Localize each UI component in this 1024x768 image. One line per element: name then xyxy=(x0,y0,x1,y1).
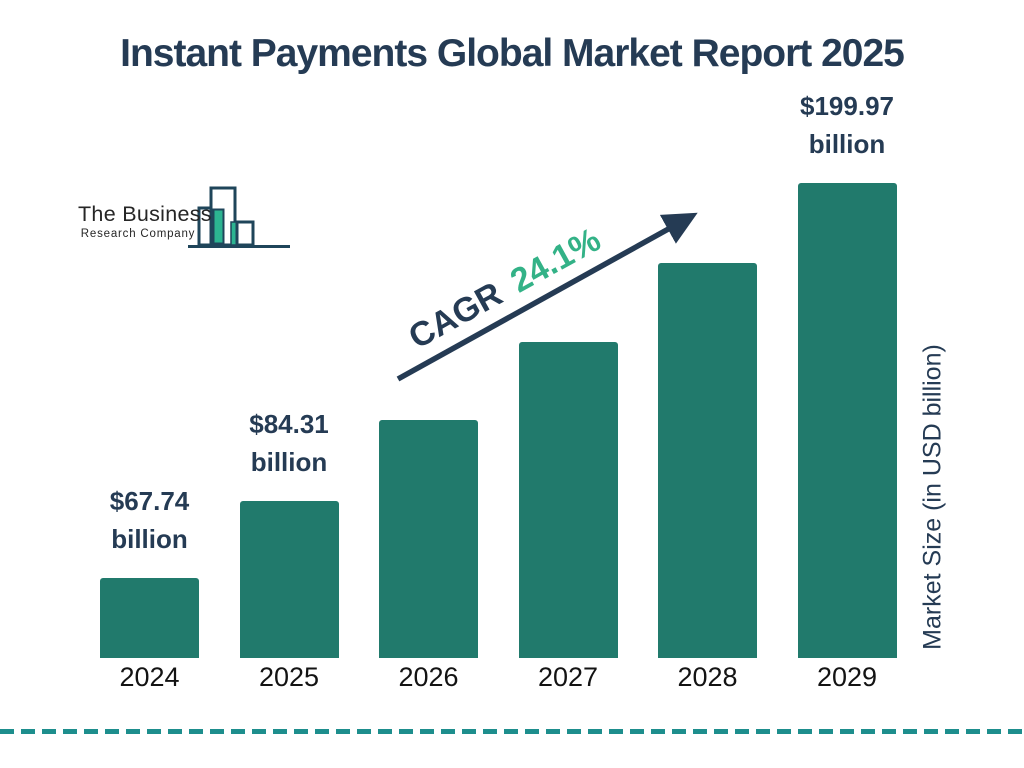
value-amount: $199.97 xyxy=(800,91,894,121)
value-label-2024: $67.74 billion xyxy=(69,482,230,558)
logo-bars-icon xyxy=(188,186,290,248)
bottom-dashed-divider xyxy=(0,729,1024,734)
value-label-2025: $84.31 billion xyxy=(209,405,370,481)
y-axis-label: Market Size (in USD billion) xyxy=(918,344,947,650)
bar-2025 xyxy=(239,501,339,658)
logo-line2: Research Company xyxy=(80,228,196,240)
value-label-2029: $199.97 billion xyxy=(767,87,928,163)
x-axis-label-2025: 2025 xyxy=(258,662,320,692)
x-axis-label-2027: 2027 xyxy=(537,662,599,692)
bar-2026 xyxy=(379,420,478,658)
value-amount: $84.31 xyxy=(249,409,329,439)
value-unit: billion xyxy=(808,129,886,159)
logo-line1: The Business xyxy=(78,202,212,226)
chart-title: Instant Payments Global Market Report 20… xyxy=(120,32,905,75)
logo-text: The Business Research Company xyxy=(78,202,212,240)
bar-2027 xyxy=(518,342,618,658)
cagr-label: CAGR xyxy=(402,274,509,357)
cagr-value: 24.1% xyxy=(504,220,607,301)
cagr-annotation: CAGR24.1% xyxy=(403,221,608,358)
x-axis-label-2026: 2026 xyxy=(398,662,459,692)
value-unit: billion xyxy=(111,524,188,554)
bar-2029 xyxy=(797,183,897,658)
x-axis-label-2029: 2029 xyxy=(816,662,878,692)
bar-2028 xyxy=(658,263,757,658)
bar-2024 xyxy=(100,578,199,658)
x-axis-label-2024: 2024 xyxy=(119,662,180,692)
brand-logo: The Business Research Company xyxy=(78,176,308,256)
x-axis-label-2028: 2028 xyxy=(677,662,738,692)
value-amount: $67.74 xyxy=(109,486,190,516)
value-unit: billion xyxy=(250,447,328,477)
